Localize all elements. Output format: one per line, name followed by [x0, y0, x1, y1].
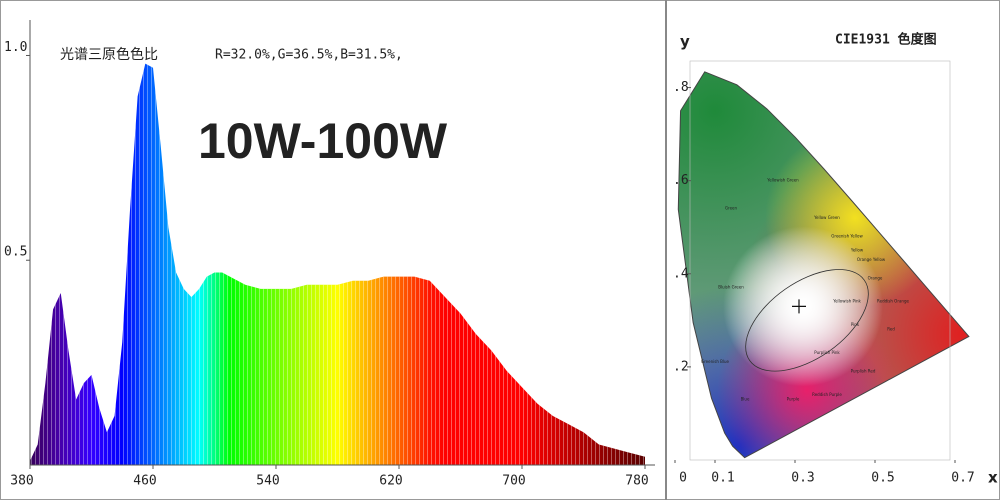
- region-label: Red: [887, 327, 895, 332]
- y-tick-label: .8: [673, 80, 689, 95]
- region-label: Purplish Red: [851, 369, 876, 374]
- x-tick-label: 0.1: [711, 471, 734, 486]
- region-label: Purple: [787, 396, 800, 401]
- plot-frame: [689, 60, 951, 461]
- chart-title: CIE1931 色度图: [835, 32, 937, 48]
- chart-title: 光谱三原色色比: [60, 46, 158, 63]
- region-label: Green: [725, 206, 738, 211]
- region-label: Greenish Yellow: [831, 234, 863, 239]
- spectral-locus: [677, 71, 970, 459]
- x-tick-label: 700: [502, 474, 525, 489]
- region-label: Reddish Purple: [812, 392, 842, 397]
- subtitle: R=32.0%,G=36.5%,B=31.5%,: [215, 48, 403, 63]
- white-point: [792, 299, 806, 314]
- region-label: Bluish Green: [718, 285, 744, 290]
- y-tick-label: .6: [673, 173, 689, 188]
- region-label: Yellowish Pink: [832, 299, 861, 304]
- stripes: [30, 63, 645, 466]
- x-axis-label: x: [988, 469, 998, 487]
- region-label: Orange Yellow: [857, 257, 886, 262]
- x-tick-label: 540: [256, 474, 279, 489]
- y-tick-label: 0.5: [4, 245, 27, 260]
- x-tick-label: 460: [133, 474, 156, 489]
- y-tick-label: .4: [673, 266, 689, 281]
- region-label: Yellow: [850, 248, 864, 253]
- annotation: 10W-100W: [198, 113, 448, 169]
- y-tick-label: 1.0: [4, 40, 27, 55]
- region-label: Reddish Orange: [877, 299, 909, 304]
- region-label: Yellow Green: [813, 215, 840, 220]
- x-tick-label: 0.7: [951, 471, 974, 486]
- y-axis-label: y: [680, 33, 690, 51]
- x-tick-label: 380: [10, 474, 33, 489]
- x-tick-label: 0.5: [871, 471, 894, 486]
- x-tick-label: 780: [625, 474, 648, 489]
- region-label: Yellowish Green: [766, 178, 799, 183]
- y-tick-label: .2: [673, 359, 689, 374]
- region-label: Pink: [851, 322, 860, 327]
- region-label: Blue: [741, 396, 750, 401]
- x-tick-label: 620: [379, 474, 402, 489]
- x-tick-label: 0: [679, 471, 687, 486]
- region-label: Orange: [868, 275, 883, 280]
- x-tick-label: 0.3: [791, 471, 814, 486]
- region-label: Purplish Pink: [814, 350, 840, 355]
- region-label: Greenish Blue: [701, 359, 730, 364]
